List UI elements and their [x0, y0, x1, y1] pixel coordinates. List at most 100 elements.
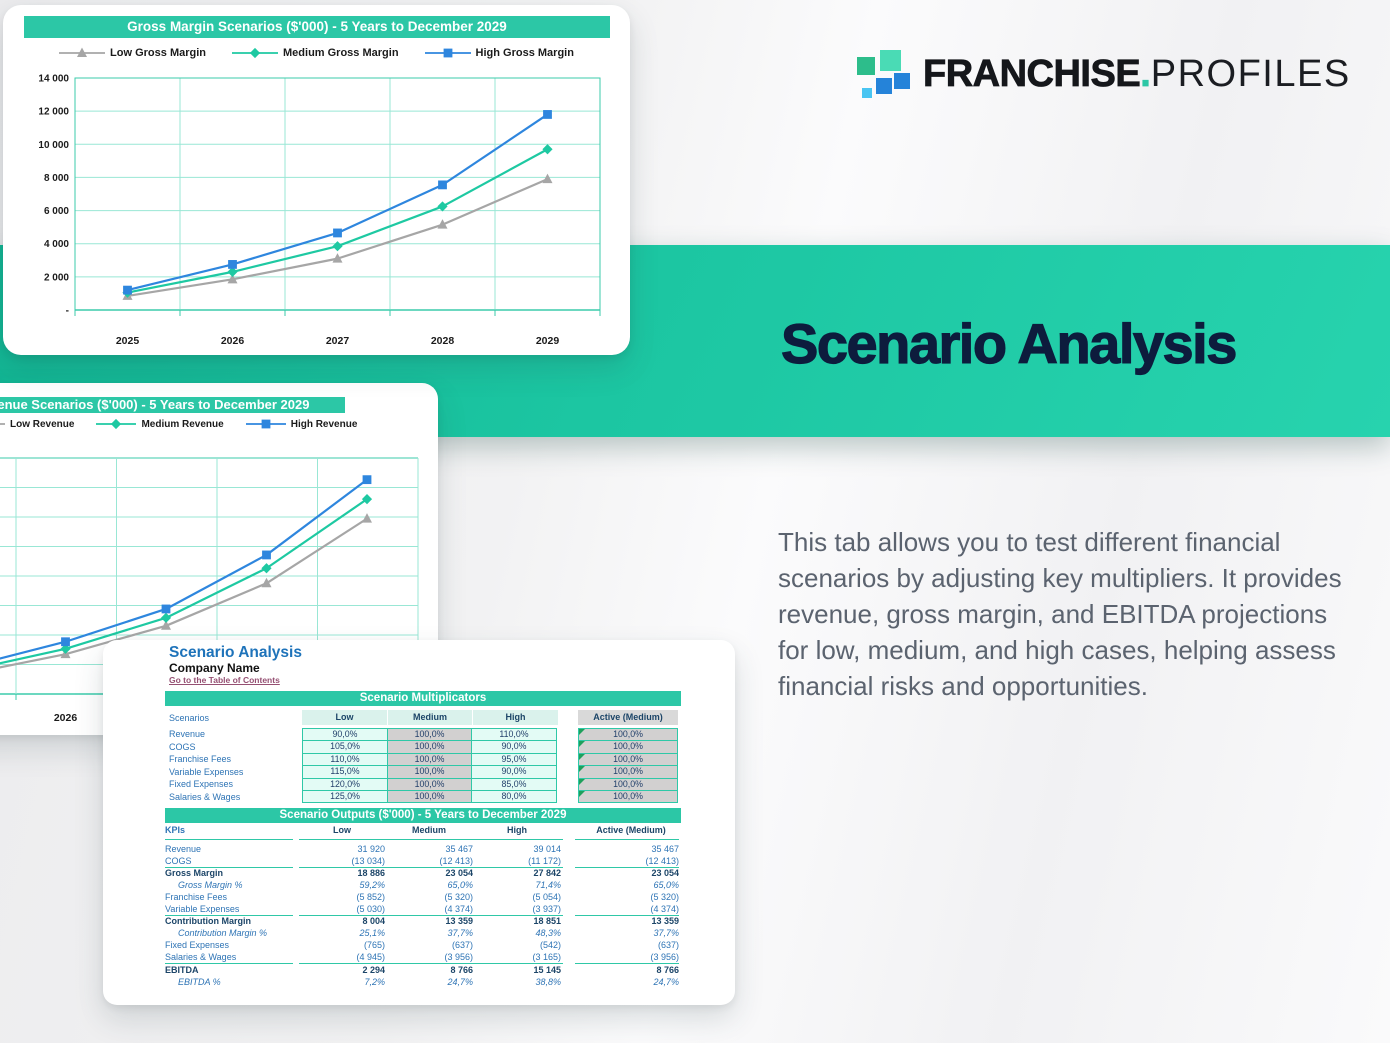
legend-marker-icon: [96, 418, 137, 430]
outputs-cell-medium: 65,0%: [447, 880, 473, 891]
outputs-cell-active: 23 054: [651, 868, 679, 879]
brand-dot: .: [1140, 53, 1151, 96]
table-rule: [165, 914, 293, 916]
mult-cell-low: 125,0%: [303, 790, 387, 803]
gross-margin-chart-card: Gross Margin Scenarios ($'000) - 5 Years…: [3, 5, 630, 355]
outputs-row-label: Contribution Margin: [165, 916, 251, 927]
x-axis-label: 2029: [536, 335, 560, 347]
outputs-header-row: KPIs Low Medium High Active (Medium): [165, 824, 679, 836]
outputs-cell-low: (5 030): [356, 904, 385, 915]
spreadsheet-card: Scenario Analysis Company Name Go to the…: [103, 640, 735, 1005]
mult-column-header-low: Low: [302, 710, 387, 725]
legend-marker-icon: [59, 47, 106, 57]
mult-cell-active: 100,0%: [579, 790, 677, 803]
legend-label: High Gross Margin: [475, 47, 574, 59]
outputs-cell-high: (542): [539, 940, 561, 951]
mult-active-column-header: Active (Medium): [578, 710, 678, 725]
outputs-row: Revenue 31 920 35 467 39 014 35 467: [165, 843, 679, 855]
table-rule: [299, 839, 563, 841]
mult-cell-medium: 100,0%: [388, 729, 471, 741]
outputs-row-label: EBITDA: [165, 964, 199, 975]
legend-item: Medium Revenue: [96, 418, 224, 430]
x-axis-label: 2028: [431, 335, 455, 347]
outputs-cell-active: 65,0%: [653, 880, 679, 891]
outputs-cell-medium: (4 374): [444, 904, 473, 915]
outputs-row-label: Gross Margin: [165, 868, 224, 879]
outputs-cell-high: 27 842: [533, 868, 561, 879]
outputs-cell-low: 25,1%: [359, 928, 385, 939]
mult-active-grid: 100,0% 100,0% 100,0% 100,0% 100,0% 100,0%: [578, 728, 678, 804]
company-name: Company Name: [169, 661, 260, 675]
brand-wordmark: FRANCHISE.PROFILES: [923, 52, 1351, 96]
outputs-column-header: Active (Medium): [596, 825, 666, 836]
outputs-cell-low: 8 004: [362, 916, 385, 927]
outputs-header-bar: Scenario Outputs ($'000) - 5 Years to De…: [165, 808, 681, 823]
outputs-row-label: Fixed Expenses: [165, 940, 230, 951]
mult-cell-low: 120,0%: [303, 778, 387, 790]
mult-cell-active: 100,0%: [579, 766, 677, 778]
mult-row-label: Revenue: [169, 729, 206, 739]
outputs-row-label: Gross Margin %: [178, 880, 243, 891]
outputs-cell-active: 35 467: [651, 844, 679, 855]
y-axis-label: 2 000: [44, 272, 69, 283]
legend-label: Low Revenue: [10, 418, 75, 430]
outputs-cell-low: (765): [363, 940, 385, 951]
legend-label: Low Gross Margin: [110, 47, 207, 59]
outputs-row: Contribution Margin 8 004 13 359 18 851 13 3…: [165, 915, 679, 927]
mult-cell-low: 110,0%: [303, 753, 387, 766]
outputs-cell-active: 13 359: [651, 916, 679, 927]
table-rule: [575, 962, 679, 965]
outputs-cell-low: 2 294: [362, 964, 385, 975]
outputs-column-header: Medium: [411, 825, 446, 836]
revenue-chart-legend: Low Revenue Medium Revenue High Revenue: [0, 418, 357, 430]
outputs-cell-active: (4 374): [650, 904, 679, 915]
mult-cell-low: 115,0%: [303, 766, 387, 778]
mult-cell-high: 85,0%: [472, 778, 556, 790]
legend-item: Low Gross Margin: [59, 47, 206, 59]
y-axis-label: 12 000: [38, 107, 69, 118]
outputs-row-label: Variable Expenses: [165, 904, 240, 915]
mult-row-label: Variable Expenses: [169, 766, 244, 777]
outputs-cell-medium: (637): [451, 940, 473, 951]
outputs-row: Salaries & Wages (4 945) (3 956) (3 165) (3 …: [165, 951, 679, 963]
x-axis-label: 2026: [221, 335, 245, 347]
sheet-title: Scenario Analysis: [169, 644, 302, 661]
outputs-cell-medium: (5 320): [444, 892, 473, 903]
table-rule: [575, 914, 679, 916]
outputs-row: Gross Margin 18 886 23 054 27 842 23 054: [165, 867, 679, 879]
mult-column-header-medium: Medium: [388, 710, 472, 725]
outputs-row: COGS (13 034) (12 413) (11 172) (12 413): [165, 855, 679, 867]
outputs-row: Gross Margin % 59,2% 65,0% 71,4% 65,0%: [165, 879, 679, 891]
legend-marker-icon: [245, 419, 286, 429]
outputs-row-label: EBITDA %: [178, 976, 221, 987]
outputs-cell-low: (4 945): [356, 952, 385, 963]
outputs-column-header: Low: [333, 825, 351, 836]
outputs-row: EBITDA 2 294 8 766 15 145 8 766: [165, 964, 679, 976]
outputs-cell-active: (3 956): [650, 952, 679, 963]
mult-cell-medium: 100,0%: [388, 741, 471, 753]
legend-item: Medium Gross Margin: [232, 47, 399, 59]
outputs-row: Variable Expenses (5 030) (4 374) (3 937) (4…: [165, 903, 679, 915]
outputs-row: EBITDA % 7,2% 24,7% 38,8% 24,7%: [165, 976, 679, 988]
mult-cell-medium: 100,0%: [388, 753, 471, 766]
y-axis-label: -: [66, 306, 69, 317]
legend-label: Medium Gross Margin: [283, 47, 399, 59]
outputs-column-header: High: [507, 825, 527, 836]
outputs-cell-high: 18 851: [533, 916, 561, 927]
table-of-contents-link[interactable]: Go to the Table of Contents: [169, 675, 280, 685]
outputs-row: Contribution Margin % 25,1% 37,7% 48,3% 37,7…: [165, 927, 679, 939]
outputs-row-label: Contribution Margin %: [178, 928, 268, 939]
mult-row-label: Salaries & Wages: [169, 791, 241, 802]
mult-value-grid: 90,0% 100,0% 110,0% 105,0% 100,0% 90,0% 110,0%…: [302, 728, 557, 804]
outputs-cell-active: 8 766: [656, 964, 679, 975]
legend-item: High Gross Margin: [424, 47, 574, 59]
outputs-cell-medium: (12 413): [439, 856, 473, 867]
y-axis-label: 4 000: [44, 239, 69, 250]
outputs-cell-low: 31 920: [357, 844, 385, 855]
mult-cell-high: 80,0%: [472, 790, 556, 803]
mult-cell-high: 110,0%: [472, 729, 556, 741]
outputs-row: Franchise Fees (5 852) (5 320) (5 054) (5 32…: [165, 891, 679, 903]
outputs-cell-low: 18 886: [357, 868, 385, 879]
mult-cell-high: 95,0%: [472, 753, 556, 766]
outputs-cell-low: (13 034): [351, 856, 385, 867]
